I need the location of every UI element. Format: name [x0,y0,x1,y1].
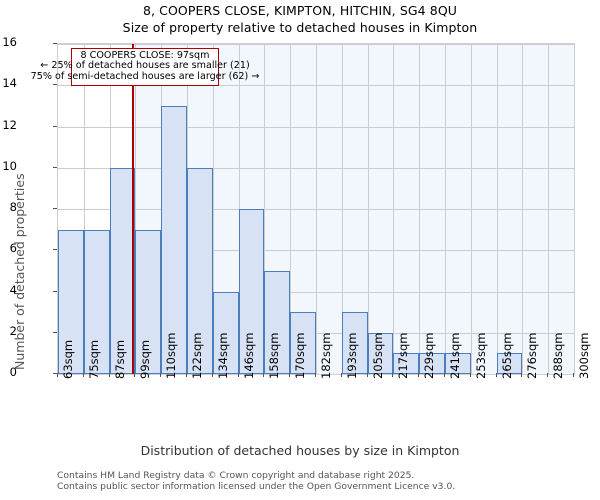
x-axis-tick-mark [495,373,497,377]
histogram-bar [290,312,316,374]
histogram-bar [341,312,368,374]
gridline-horizontal [58,44,574,45]
x-axis-tick-mark [392,373,394,377]
y-axis-tick-mark [53,208,57,209]
x-axis-tick-mark [237,373,239,377]
histogram-bar [83,229,110,374]
x-axis-tick-mark [134,373,136,377]
annotation-box: 8 COOPERS CLOSE: 97sqm ← 25% of detached… [31,48,259,86]
histogram-bar [496,353,523,374]
y-axis-tick-label: 6 [9,241,17,256]
x-axis-tick-label: 63sqm [61,339,75,379]
x-axis-tick-mark [108,373,110,377]
x-axis-tick-mark [263,373,265,377]
y-axis-tick-label: 12 [2,117,17,132]
plot-area [57,43,575,375]
y-axis-tick-mark [53,331,57,333]
x-axis-tick-mark [340,373,342,377]
x-axis-tick-label: 276sqm [525,332,540,379]
chart-title: 8, COOPERS CLOSE, KIMPTON, HITCHIN, SG4 … [142,3,458,18]
gridline-horizontal [58,209,574,210]
x-axis-tick-label: 110sqm [164,332,179,379]
y-axis-label: Number of detached properties [12,173,27,370]
x-axis-tick-mark [315,373,316,377]
histogram-bar [109,167,136,374]
histogram-bar [212,291,239,374]
x-axis-tick-label: 265sqm [499,332,514,379]
gridline-horizontal [58,332,574,334]
histogram-bar [238,209,265,374]
x-axis-tick-label: 229sqm [422,332,437,379]
x-axis-tick-mark [57,373,58,377]
gridline-horizontal [58,250,574,252]
y-axis-tick-label: 2 [9,323,17,338]
x-axis-tick-label: 300sqm [577,332,591,379]
histogram-bar [161,105,187,374]
x-axis-tick-mark [418,373,420,377]
x-axis-tick-label: 288sqm [551,332,566,379]
x-axis-label: Distribution of detached houses by size … [140,443,460,458]
histogram-bar [419,353,445,374]
annotation-line-3: 75% of semi-detached houses are larger (… [30,70,260,82]
y-axis-tick-mark [53,373,57,374]
y-axis-tick-mark [53,125,57,127]
x-axis-tick-label: 253sqm [473,332,488,379]
y-axis-tick-label: 14 [2,76,17,91]
x-axis-tick-label: 87sqm [112,339,127,379]
x-axis-tick-label: 241sqm [448,332,462,379]
footer-line-1: Contains HM Land Registry data © Crown c… [57,470,415,481]
gridline-horizontal [58,85,574,87]
y-axis-tick-label: 10 [2,158,17,173]
x-axis-tick-label: 75sqm [86,339,101,379]
x-axis-tick-label: 122sqm [190,332,204,379]
y-axis-tick-mark [53,249,57,251]
x-axis-tick-mark [366,373,368,377]
annotation-line-2: ← 25% of detached houses are smaller (21… [40,60,250,72]
footer-attribution: Contains HM Land Registry data © Crown c… [57,470,597,492]
histogram-bar [393,353,420,374]
x-axis-tick-mark [82,373,84,377]
y-axis-tick-mark [53,166,57,168]
x-axis-tick-label: 146sqm [241,332,256,379]
x-axis-tick-mark [211,373,213,377]
y-axis-tick-mark [53,84,57,86]
gridline-horizontal [58,126,574,128]
histogram-bar [187,167,213,374]
histogram-bar [264,270,291,374]
x-axis-tick-mark [289,373,291,377]
y-axis-tick-mark [53,43,57,44]
x-axis-tick-label: 205sqm [370,332,385,379]
y-axis-tick-label: 8 [9,200,17,214]
chart-subtitle: Size of property relative to detached ho… [122,20,478,35]
histogram-bar [58,229,84,374]
x-axis-tick-mark [186,373,187,377]
y-axis-tick-label: 16 [2,35,17,49]
x-axis-tick-label: 217sqm [396,332,411,379]
x-axis-tick-label: 182sqm [319,332,333,379]
gridline-horizontal [58,167,574,169]
histogram-bar [367,332,394,374]
x-axis-tick-mark [469,373,471,377]
x-axis-tick-label: 134sqm [215,332,230,379]
property-marker-line [132,44,135,374]
y-axis-tick-label: 0 [9,365,17,379]
x-axis-tick-label: 158sqm [267,332,282,379]
x-axis-tick-label: 193sqm [344,332,359,379]
histogram-bar [135,229,162,374]
x-axis-tick-mark [573,373,574,377]
x-axis-tick-mark [521,373,523,377]
annotation-line-1: 8 COOPERS CLOSE: 97sqm [80,49,210,61]
footer-line-2: Contains public sector information licen… [57,481,456,492]
x-axis-tick-mark [444,373,445,377]
x-axis-tick-mark [160,373,162,377]
histogram-bar [445,353,471,374]
y-axis-tick-mark [53,290,57,292]
x-axis-tick-label: 99sqm [138,339,153,379]
x-axis-tick-label: 170sqm [293,332,308,379]
x-axis-tick-mark [547,373,549,377]
gridline-horizontal [58,291,574,293]
y-axis-tick-label: 4 [9,282,17,297]
